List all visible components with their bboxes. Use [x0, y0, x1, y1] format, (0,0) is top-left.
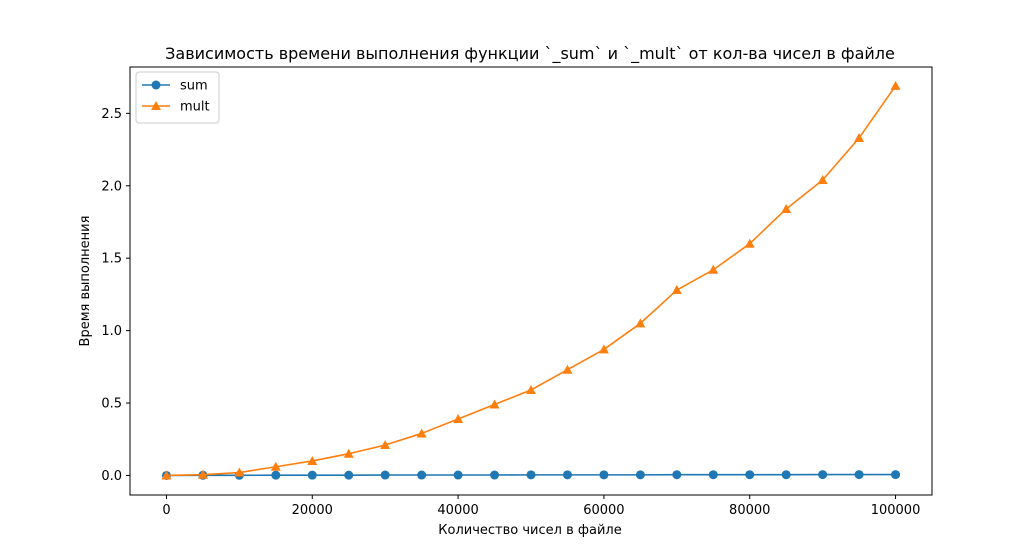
- chart-title: Зависимость времени выполнения функции `…: [165, 44, 895, 64]
- legend-label-sum: sum: [180, 79, 208, 94]
- x-axis-label: Количество чисел в файле: [438, 523, 621, 538]
- data-point-mult: [161, 470, 172, 480]
- data-point-mult: [343, 448, 354, 458]
- data-point-sum: [745, 470, 755, 480]
- data-point-mult: [890, 80, 901, 90]
- data-point-mult: [744, 238, 755, 248]
- y-tick-label: 1.0: [101, 324, 122, 339]
- data-point-sum: [854, 470, 864, 480]
- legend-marker-sum: [151, 80, 161, 90]
- data-point-sum: [781, 470, 791, 480]
- data-point-sum: [453, 470, 463, 480]
- data-point-mult: [307, 455, 318, 465]
- data-point-mult: [671, 285, 682, 295]
- y-tick-label: 1.5: [101, 252, 122, 267]
- x-tick-label: 40000: [437, 503, 478, 518]
- data-point-mult: [197, 469, 208, 479]
- data-point-mult: [817, 174, 828, 184]
- x-tick-label: 80000: [729, 503, 770, 518]
- data-point-sum: [599, 470, 609, 480]
- data-point-sum: [380, 470, 390, 480]
- x-tick-label: 60000: [583, 503, 624, 518]
- data-point-mult: [526, 384, 536, 394]
- data-point-mult: [416, 428, 427, 438]
- data-point-sum: [490, 470, 500, 480]
- data-point-sum: [818, 470, 828, 480]
- data-point-mult: [489, 399, 500, 409]
- data-point-mult: [598, 344, 609, 354]
- data-point-sum: [672, 470, 682, 480]
- x-tick-label: 0: [162, 503, 170, 518]
- data-point-mult: [562, 364, 573, 374]
- data-point-mult: [781, 203, 792, 213]
- legend-label-mult: mult: [180, 100, 210, 115]
- series-mult: [161, 80, 901, 480]
- data-point-mult: [234, 467, 245, 477]
- data-point-mult: [270, 461, 281, 471]
- data-point-mult: [380, 440, 391, 450]
- legend-marker-mult: [151, 101, 161, 110]
- data-point-mult: [708, 264, 719, 274]
- x-tick-label: 20000: [292, 503, 333, 518]
- data-point-mult: [854, 132, 865, 142]
- data-point-sum: [635, 470, 645, 480]
- data-point-sum: [307, 470, 317, 480]
- data-point-sum: [562, 470, 572, 480]
- data-point-sum: [344, 470, 354, 480]
- axes-frame: [129, 66, 933, 496]
- y-tick-label: 2.5: [101, 107, 122, 122]
- y-tick-label: 0.0: [101, 469, 122, 484]
- data-point-sum: [708, 470, 718, 480]
- data-point-sum: [891, 470, 901, 480]
- x-tick-label: 100000: [871, 503, 921, 518]
- data-point-sum: [417, 470, 427, 480]
- y-tick-label: 2.0: [101, 179, 122, 194]
- data-point-sum: [526, 470, 536, 480]
- legend: sum mult: [135, 71, 220, 124]
- data-point-mult: [453, 413, 464, 423]
- y-tick-label: 0.5: [101, 397, 122, 412]
- y-axis-label: Время выполнения: [78, 216, 93, 347]
- plot-area: 0 20000 40000 60000 80000 100000 0.0 0.5 1.0 1.5 2…: [101, 66, 933, 518]
- data-point-sum: [271, 470, 281, 480]
- data-point-mult: [635, 318, 646, 328]
